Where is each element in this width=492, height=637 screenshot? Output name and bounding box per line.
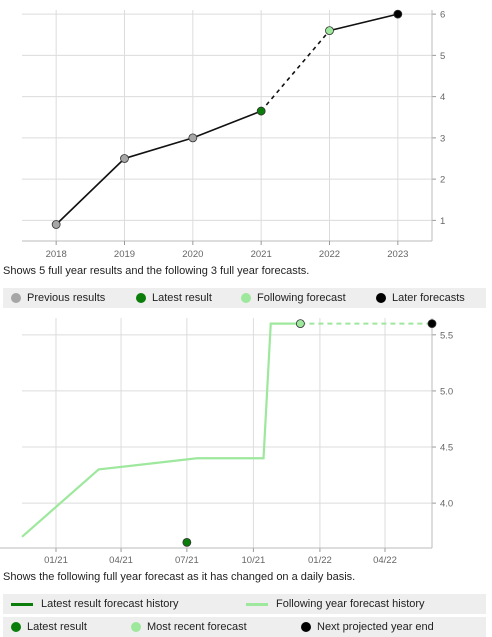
legend-label: Most recent forecast bbox=[147, 621, 247, 633]
chart2-caption: Shows the following full year forecast a… bbox=[3, 571, 356, 583]
legend-label: Next projected year end bbox=[317, 621, 434, 633]
latest-result-dot-icon bbox=[136, 293, 146, 303]
y-tick-label: 2 bbox=[440, 175, 445, 186]
y-tick-label: 5 bbox=[440, 51, 445, 62]
x-tick-label: 07/21 bbox=[175, 555, 199, 566]
legend-label: Latest result bbox=[152, 292, 212, 304]
x-tick-label: 2021 bbox=[251, 249, 272, 260]
following-forecast-dot-icon bbox=[241, 293, 251, 303]
following-year-line-icon bbox=[246, 602, 268, 606]
later-forecasts-dot-icon bbox=[376, 293, 386, 303]
y-tick-label: 3 bbox=[440, 133, 445, 144]
legend-most-recent-forecast: Most recent forecast bbox=[131, 617, 247, 637]
forecast-segment bbox=[260, 30, 331, 112]
x-tick-label: 04/21 bbox=[109, 555, 133, 566]
data-point-2021 bbox=[256, 106, 266, 116]
legend-following-year-history: Following year forecast history bbox=[246, 594, 425, 614]
x-tick-label: 2018 bbox=[46, 249, 67, 260]
y-tick-label: 4.0 bbox=[440, 499, 453, 510]
legend-next-projected: Next projected year end bbox=[301, 617, 434, 637]
chart1-caption: Shows 5 full year results and the follow… bbox=[3, 265, 310, 277]
x-tick-label: 2022 bbox=[319, 249, 340, 260]
marker-latest bbox=[182, 537, 192, 547]
legend-label: Latest result forecast history bbox=[41, 598, 179, 610]
x-tick-label: 10/21 bbox=[242, 555, 266, 566]
y-tick-label: 5.5 bbox=[440, 330, 453, 341]
y-tick-label: 4 bbox=[440, 92, 445, 103]
y-tick-label: 5.0 bbox=[440, 386, 453, 397]
y-tick-label: 1 bbox=[440, 216, 445, 227]
latest-result-dot-icon bbox=[11, 622, 21, 632]
previous-results-dot-icon bbox=[11, 293, 21, 303]
legend-label: Following forecast bbox=[257, 292, 346, 304]
result-segment bbox=[124, 137, 194, 160]
x-tick-label: 2023 bbox=[387, 249, 408, 260]
data-point-2023 bbox=[393, 9, 403, 19]
x-tick-label: 01/21 bbox=[44, 555, 68, 566]
x-tick-label: 01/22 bbox=[308, 555, 332, 566]
result-segment bbox=[329, 13, 399, 32]
following-year-forecast-line bbox=[21, 322, 301, 538]
x-tick-label: 04/22 bbox=[373, 555, 397, 566]
most-recent-forecast-dot-icon bbox=[131, 622, 141, 632]
marker-next_projected bbox=[427, 319, 437, 329]
legend-latest-result: Latest result bbox=[136, 288, 212, 308]
y-tick-label: 4.5 bbox=[440, 443, 453, 454]
data-point-2018 bbox=[51, 220, 61, 229]
next-projected-dot-icon bbox=[301, 622, 311, 632]
legend-label: Previous results bbox=[27, 292, 106, 304]
chart2-legend-lines: Latest result forecast history Following… bbox=[3, 594, 486, 614]
chart1-legend: Previous results Latest result Following… bbox=[3, 288, 486, 308]
data-point-2020 bbox=[188, 133, 198, 143]
legend-later-forecasts: Later forecasts bbox=[376, 288, 465, 308]
legend-latest-result-history: Latest result forecast history bbox=[11, 594, 179, 614]
result-segment bbox=[192, 110, 262, 139]
latest-result-line-icon bbox=[11, 602, 33, 606]
x-tick-label: 2019 bbox=[114, 249, 135, 260]
legend-latest-result-dot: Latest result bbox=[11, 617, 87, 637]
data-point-2019 bbox=[120, 154, 129, 163]
marker-most_recent bbox=[295, 319, 305, 329]
legend-label: Later forecasts bbox=[392, 292, 465, 304]
result-segment bbox=[55, 157, 126, 226]
y-tick-label: 6 bbox=[440, 10, 445, 21]
x-tick-label: 2020 bbox=[182, 249, 203, 260]
legend-following-forecast: Following forecast bbox=[241, 288, 346, 308]
chart2-legend-dots: Latest result Most recent forecast Next … bbox=[3, 617, 486, 637]
legend-previous-results: Previous results bbox=[11, 288, 105, 308]
forecast-history-chart: 01/21 04/21 07/21 10/21 01/22 04/22 4.0 4.5 5.0 5… bbox=[0, 318, 453, 566]
legend-label: Latest result bbox=[27, 621, 87, 633]
data-point-2022 bbox=[325, 26, 334, 36]
annual-results-chart: 1 2 3 4 5 6 2018 2019 2020 2021 2022 2023 bbox=[22, 9, 445, 260]
legend-label: Following year forecast history bbox=[276, 598, 425, 610]
